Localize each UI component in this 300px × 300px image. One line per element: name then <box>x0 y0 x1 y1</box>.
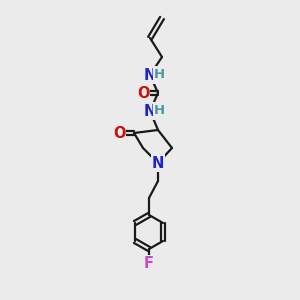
Text: F: F <box>144 256 154 272</box>
Text: H: H <box>153 68 165 80</box>
Text: N: N <box>144 103 156 118</box>
Text: N: N <box>144 68 156 82</box>
Text: H: H <box>153 103 165 116</box>
Text: O: O <box>113 125 125 140</box>
Text: O: O <box>137 85 149 100</box>
Text: N: N <box>152 155 164 170</box>
